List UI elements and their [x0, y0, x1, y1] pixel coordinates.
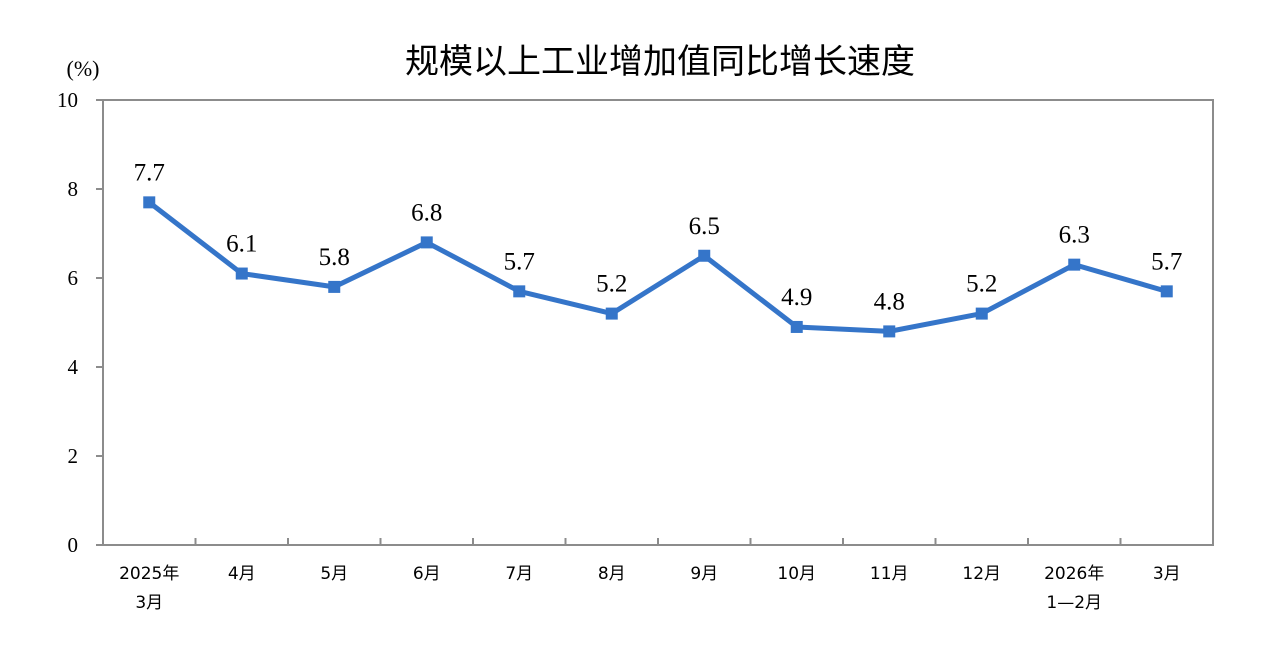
data-point-marker	[420, 236, 433, 249]
data-point-marker	[143, 196, 156, 209]
y-axis-unit-label: (%)	[67, 56, 100, 81]
data-label: 6.8	[411, 199, 442, 226]
data-point-marker	[513, 285, 526, 298]
data-point-marker	[605, 307, 618, 320]
data-label: 6.3	[1059, 222, 1090, 249]
data-label: 6.5	[689, 213, 720, 240]
data-label: 4.9	[781, 284, 812, 311]
data-label: 5.7	[504, 248, 535, 275]
data-point-marker	[975, 307, 988, 320]
y-axis: 0 2 4 6 8 10	[57, 88, 103, 557]
data-point-marker	[1068, 258, 1081, 271]
series-line-path	[147, 200, 1168, 334]
data-label: 6.1	[226, 231, 257, 258]
data-label: 4.8	[874, 288, 905, 315]
x-tick-label: 2025年	[119, 564, 179, 584]
x-tick-label: 5月	[320, 564, 348, 584]
plot-area-frame	[102, 99, 1214, 546]
data-point-marker	[1160, 285, 1173, 298]
y-tick-label: 10	[57, 88, 78, 112]
x-tick-label: 10月	[777, 564, 816, 584]
x-axis: 2025年 3月 4月 5月 6月 7月 8月 9月 10月 11月 12月 2026年 1—2月 3月	[119, 538, 1181, 613]
data-label: 7.7	[134, 159, 165, 186]
data-label: 5.8	[319, 244, 350, 271]
y-tick-label: 8	[68, 177, 79, 201]
y-tick-label: 2	[68, 444, 79, 468]
chart-title: 规模以上工业增加值同比增长速度	[405, 42, 915, 82]
x-tick-label: 6月	[413, 564, 441, 584]
x-tick-label: 12月	[962, 564, 1001, 584]
data-point-marker	[883, 325, 896, 338]
x-tick-label: 2026年	[1044, 564, 1104, 584]
y-tick-label: 4	[68, 355, 79, 379]
data-point-marker	[328, 280, 341, 293]
data-labels: 7.7 6.1 5.8 6.8 5.7 5.2 6.5 4.9 4.8 5.2 6.3 5.7	[134, 159, 1183, 315]
y-tick-label: 0	[68, 533, 79, 557]
data-point-marker	[698, 249, 711, 262]
data-label: 5.7	[1151, 248, 1182, 275]
data-label: 5.2	[966, 271, 997, 298]
x-tick-label: 1—2月	[1046, 593, 1102, 613]
data-label: 5.2	[596, 271, 627, 298]
data-point-marker	[790, 320, 803, 333]
series-line	[147, 200, 1168, 334]
x-tick-label: 3月	[135, 593, 163, 613]
x-tick-label: 4月	[228, 564, 256, 584]
x-tick-label: 9月	[690, 564, 718, 584]
x-tick-label: 7月	[505, 564, 533, 584]
x-tick-label: 11月	[870, 564, 909, 584]
y-tick-label: 6	[68, 266, 79, 290]
series-markers	[143, 196, 1173, 338]
x-tick-label: 8月	[598, 564, 626, 584]
data-point-marker	[235, 267, 248, 280]
x-tick-label: 3月	[1153, 564, 1181, 584]
